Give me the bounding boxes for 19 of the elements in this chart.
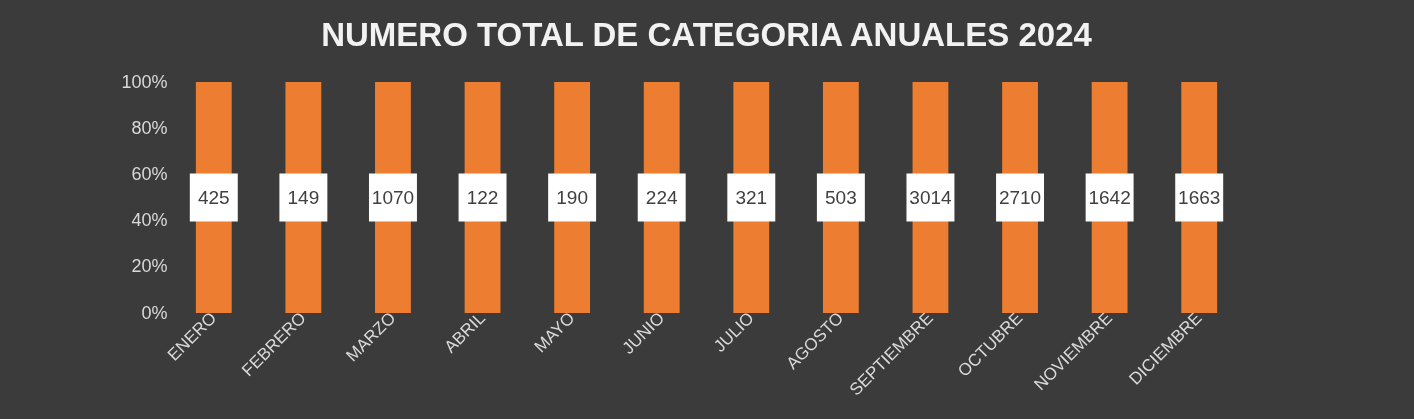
y-tick-label: 20% (131, 256, 168, 277)
annotation: 503 (825, 186, 857, 208)
chart-title: NUMERO TOTAL DE CATEGORIA ANUALES 2024 (321, 16, 1093, 53)
annotation: 149 (287, 186, 320, 208)
annotation: 122 (466, 186, 499, 208)
annotation: 190 (556, 186, 588, 208)
annotation: 1642 (1088, 186, 1131, 208)
annotation: 1663 (1178, 186, 1221, 208)
annotation: 425 (197, 186, 230, 208)
y-tick-label: 0% (141, 302, 168, 323)
annotation: 1070 (371, 186, 415, 208)
y-tick-label: 100% (121, 71, 168, 92)
y-tick-label: 60% (131, 163, 168, 184)
annotation: 321 (735, 186, 768, 208)
y-tick-label: 40% (131, 210, 168, 231)
annotation: 3014 (909, 186, 953, 208)
annotation: 2710 (998, 186, 1042, 208)
y-tick-label: 80% (131, 117, 168, 138)
annotation: 224 (645, 186, 678, 208)
